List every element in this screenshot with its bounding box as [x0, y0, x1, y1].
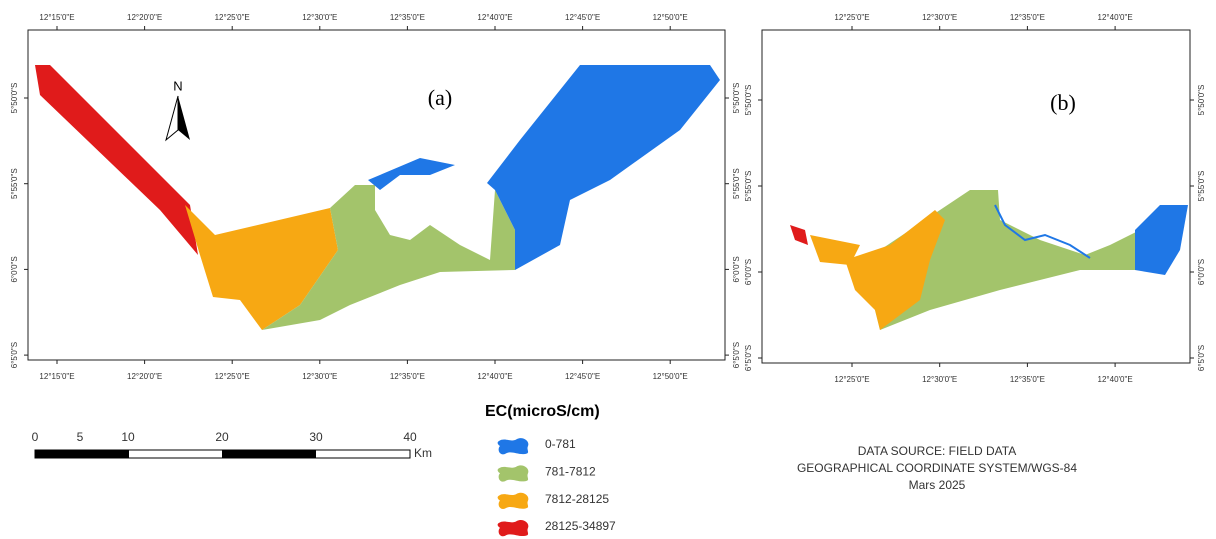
source-line: GEOGRAPHICAL COORDINATE SYSTEM/WGS-84	[797, 461, 1077, 475]
zone	[368, 158, 455, 190]
lon-label: 12°30'0"E	[302, 372, 337, 381]
zone	[487, 65, 720, 270]
legend-swatch	[498, 465, 529, 481]
lon-label: 12°40'0"E	[1098, 375, 1133, 384]
lat-label: 5°55'0"S	[732, 168, 741, 199]
lat-label: 6°0'0"S	[744, 259, 753, 285]
scale-label: 10	[121, 430, 135, 444]
scale-label: 20	[215, 430, 229, 444]
north-arrow: N	[166, 78, 190, 140]
lat-label: 5°50'0"S	[10, 83, 19, 114]
lon-label: 12°15'0"E	[39, 372, 74, 381]
lon-label: 12°50'0"E	[653, 372, 688, 381]
lon-label: 12°40'0"E	[477, 13, 512, 22]
lat-label: 6°0'0"S	[10, 256, 19, 282]
figure: N (a) (b) Km EC(microS/cm) 0-781 781-7812…	[0, 0, 1216, 539]
lon-label: 12°35'0"E	[1010, 375, 1045, 384]
lon-label: 12°20'0"E	[127, 372, 162, 381]
lon-label: 12°35'0"E	[390, 372, 425, 381]
lat-label: 5°55'0"S	[10, 168, 19, 199]
lat-label: 6°5'0"S	[10, 342, 19, 368]
scale-label: 0	[32, 430, 39, 444]
lat-label: 5°55'0"S	[744, 171, 753, 202]
scale-segment	[222, 450, 316, 458]
legend-title: EC(microS/cm)	[485, 403, 600, 420]
scale-unit: Km	[414, 446, 432, 460]
legend-label: 781-7812	[545, 464, 596, 478]
legend-label: 0-781	[545, 437, 576, 451]
map-label: (b)	[1050, 90, 1076, 115]
lon-label: 12°25'0"E	[215, 13, 250, 22]
scale-label: 30	[309, 430, 323, 444]
zone	[35, 65, 198, 255]
lon-label: 12°20'0"E	[127, 13, 162, 22]
lon-label: 12°30'0"E	[302, 13, 337, 22]
lat-label: 5°55'0"S	[1197, 171, 1206, 202]
legend-swatch	[498, 520, 529, 536]
lat-label: 5°50'0"S	[744, 85, 753, 116]
north-label: N	[173, 78, 182, 93]
lon-label: 12°15'0"E	[39, 13, 74, 22]
lon-label: 12°45'0"E	[565, 372, 600, 381]
lat-label: 6°0'0"S	[732, 256, 741, 282]
lat-label: 5°50'0"S	[1197, 85, 1206, 116]
zone	[1135, 205, 1188, 275]
lon-label: 12°30'0"E	[922, 375, 957, 384]
lon-label: 12°35'0"E	[1010, 13, 1045, 22]
lat-label: 5°50'0"S	[732, 83, 741, 114]
source-line: Mars 2025	[909, 478, 966, 492]
lat-label: 6°5'0"S	[1197, 345, 1206, 371]
legend-swatch	[498, 438, 529, 454]
source-line: DATA SOURCE: FIELD DATA	[858, 444, 1016, 458]
map-label: (a)	[428, 85, 452, 110]
lon-label: 12°25'0"E	[834, 375, 869, 384]
lon-label: 12°40'0"E	[477, 372, 512, 381]
lon-label: 12°35'0"E	[390, 13, 425, 22]
lon-label: 12°40'0"E	[1098, 13, 1133, 22]
lat-label: 6°0'0"S	[1197, 259, 1206, 285]
lon-label: 12°30'0"E	[922, 13, 957, 22]
legend-swatch	[498, 493, 529, 509]
lon-label: 12°25'0"E	[215, 372, 250, 381]
lon-label: 12°25'0"E	[834, 13, 869, 22]
zone	[790, 225, 808, 245]
lat-label: 6°5'0"S	[732, 342, 741, 368]
legend-label: 28125-34897	[545, 519, 616, 533]
scale-segment	[35, 450, 129, 458]
legend-label: 7812-28125	[545, 492, 609, 506]
lat-label: 6°5'0"S	[744, 345, 753, 371]
lon-label: 12°45'0"E	[565, 13, 600, 22]
scale-label: 5	[77, 430, 84, 444]
scale-label: 40	[403, 430, 417, 444]
lon-label: 12°50'0"E	[653, 13, 688, 22]
